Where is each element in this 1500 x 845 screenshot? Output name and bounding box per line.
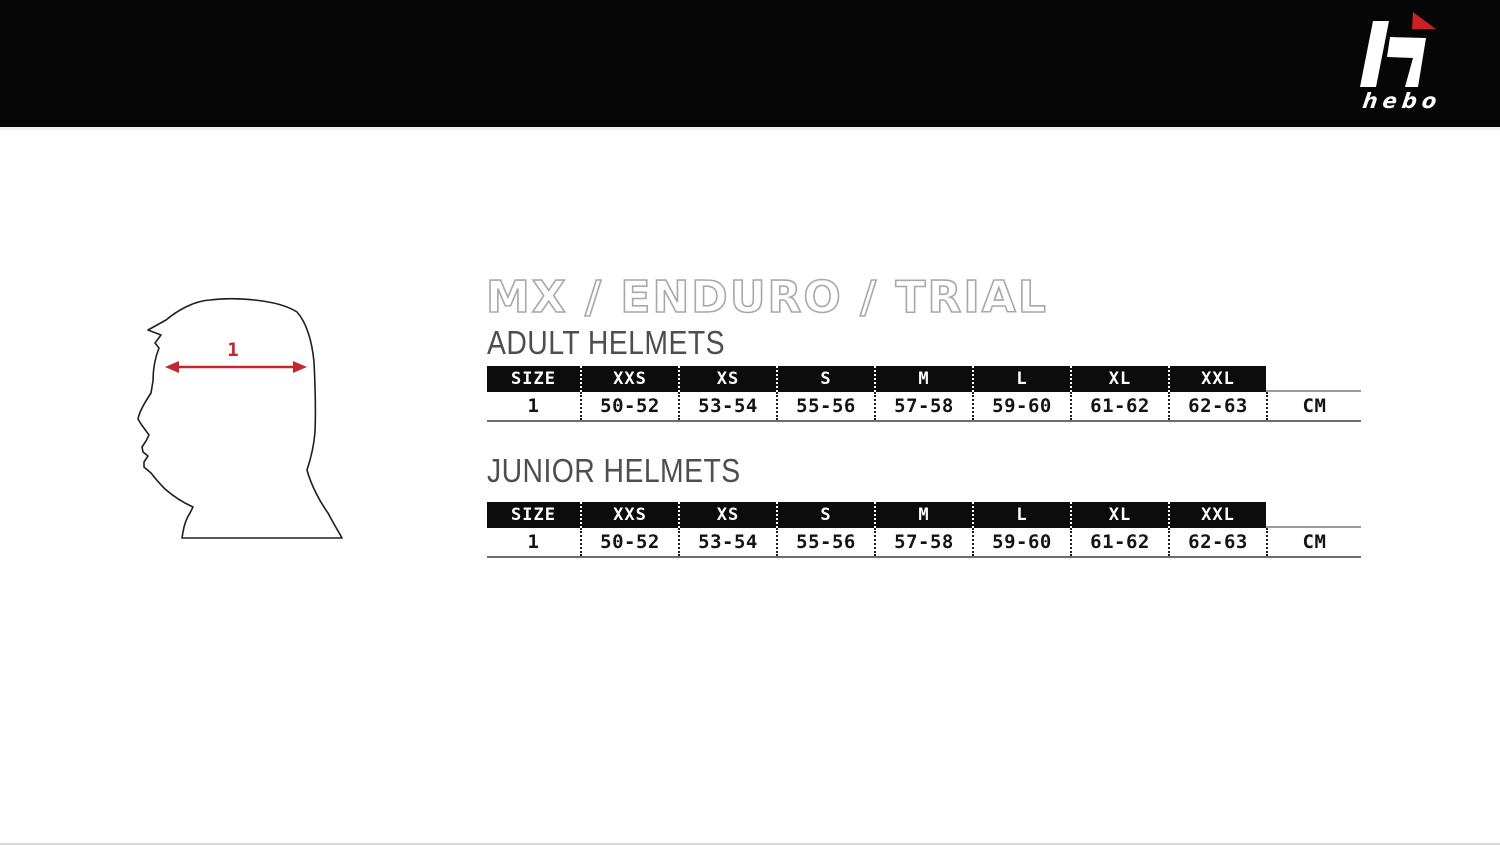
column-header-xl: XL bbox=[1070, 366, 1168, 392]
logo-left-stem bbox=[1360, 21, 1389, 87]
value-xl: 61-62 bbox=[1070, 392, 1168, 420]
column-header-l: L bbox=[972, 502, 1070, 528]
column-header-l: L bbox=[972, 366, 1070, 392]
head-silhouette bbox=[137, 298, 343, 539]
value-s: 55-56 bbox=[776, 528, 874, 556]
adult-table-header-row: SIZE XXS XS S M L XL XXL bbox=[487, 366, 1361, 392]
value-xs: 53-54 bbox=[678, 528, 776, 556]
arrowhead-left bbox=[165, 361, 179, 373]
junior-table-header-row: SIZE XXS XS S M L XL XXL bbox=[487, 502, 1361, 528]
column-header-xs: XS bbox=[678, 366, 776, 392]
logo-red-flag-icon bbox=[1412, 12, 1436, 29]
column-header-xxs: XXS bbox=[580, 502, 678, 528]
measurement-label: 1 bbox=[227, 339, 238, 361]
value-xxl: 62-63 bbox=[1168, 528, 1266, 556]
hebo-logo: hebo bbox=[1356, 10, 1448, 114]
junior-helmets-heading: JUNIOR HELMETS bbox=[487, 452, 741, 489]
column-header-m: M bbox=[874, 366, 972, 392]
column-header-s: S bbox=[776, 366, 874, 392]
unit-cell: CM bbox=[1266, 528, 1361, 556]
unit-header-spacer bbox=[1266, 366, 1361, 392]
value-m: 57-58 bbox=[874, 392, 972, 420]
unit-cell: CM bbox=[1266, 392, 1361, 420]
arrowhead-right bbox=[293, 361, 307, 373]
column-header-size: SIZE bbox=[487, 502, 580, 528]
junior-table-data-row: 1 50-52 53-54 55-56 57-58 59-60 61-62 62… bbox=[487, 528, 1361, 558]
head-measurement-figure: 1 bbox=[137, 298, 343, 539]
value-xs: 53-54 bbox=[678, 392, 776, 420]
value-l: 59-60 bbox=[972, 392, 1070, 420]
column-header-xl: XL bbox=[1070, 502, 1168, 528]
category-title: MX / ENDURO / TRIAL bbox=[485, 272, 1048, 323]
column-header-s: S bbox=[776, 502, 874, 528]
column-header-xxl: XXL bbox=[1168, 366, 1266, 392]
logo-right-stem bbox=[1387, 37, 1426, 87]
adult-helmets-heading: ADULT HELMETS bbox=[487, 324, 725, 361]
unit-header-spacer bbox=[1266, 502, 1361, 528]
junior-size-table: SIZE XXS XS S M L XL XXL 1 50-52 53-54 5… bbox=[487, 502, 1361, 558]
column-header-size: SIZE bbox=[487, 366, 580, 392]
adult-size-table: SIZE XXS XS S M L XL XXL 1 50-52 53-54 5… bbox=[487, 366, 1361, 422]
top-banner: hebo bbox=[0, 0, 1500, 130]
column-header-xxl: XXL bbox=[1168, 502, 1266, 528]
value-l: 59-60 bbox=[972, 528, 1070, 556]
hebo-logo-icon bbox=[1360, 12, 1436, 87]
row-index-cell: 1 bbox=[527, 531, 540, 553]
column-header-m: M bbox=[874, 502, 972, 528]
brand-wordmark: hebo bbox=[1361, 89, 1444, 113]
value-m: 57-58 bbox=[874, 528, 972, 556]
value-xxl: 62-63 bbox=[1168, 392, 1266, 420]
value-s: 55-56 bbox=[776, 392, 874, 420]
measurement-arrow bbox=[165, 361, 307, 373]
value-xxs: 50-52 bbox=[580, 392, 678, 420]
value-xxs: 50-52 bbox=[580, 528, 678, 556]
adult-table-data-row: 1 50-52 53-54 55-56 57-58 59-60 61-62 62… bbox=[487, 392, 1361, 422]
bottom-divider bbox=[0, 843, 1500, 845]
column-header-xs: XS bbox=[678, 502, 776, 528]
value-xl: 61-62 bbox=[1070, 528, 1168, 556]
row-index-cell: 1 bbox=[527, 395, 540, 417]
column-header-xxs: XXS bbox=[580, 366, 678, 392]
